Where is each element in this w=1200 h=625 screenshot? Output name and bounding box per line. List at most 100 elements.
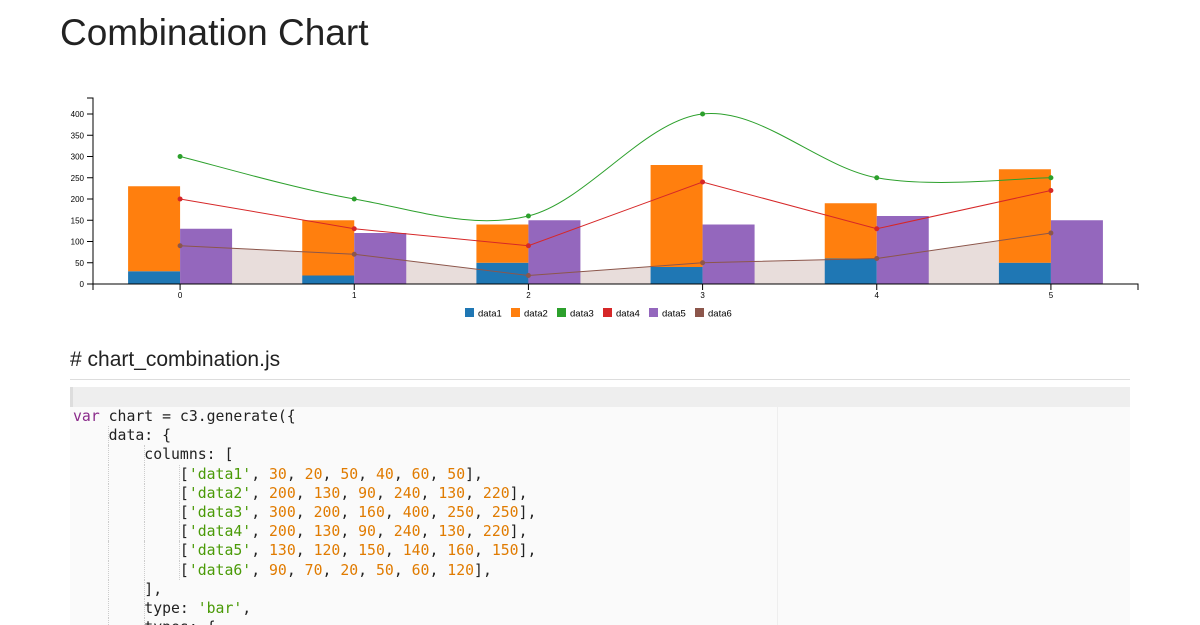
code-token-plain: [	[179, 465, 189, 483]
y-tick-label-150: 150	[71, 216, 85, 225]
legend-swatch-data4	[603, 308, 612, 317]
code-token-plain: ,	[474, 503, 492, 521]
code-token-num: 20	[340, 561, 359, 579]
legend-label-data3: data3	[570, 309, 594, 320]
bar-data2-1	[302, 220, 355, 276]
indent-guide	[143, 502, 145, 523]
code-token-plain: [	[179, 542, 189, 560]
data3-spline	[179, 113, 1051, 222]
data4-point-2	[525, 243, 531, 249]
code-token-num: 200	[313, 503, 341, 521]
code-token-str: 'data6'	[188, 561, 252, 579]
data4-line	[179, 181, 1052, 247]
y-tick-label-300: 300	[71, 153, 85, 162]
x-tick-label-1: 1	[352, 291, 357, 300]
code-token-plain: ,	[375, 484, 394, 502]
code-token-plain: ,	[474, 542, 492, 560]
indent-guide	[179, 522, 181, 542]
data6-area-line	[180, 232, 1051, 277]
code-line: types: {	[73, 618, 536, 625]
code-token-num: 130	[269, 542, 296, 560]
code-token-num: 20	[304, 465, 323, 483]
x-axis-line	[92, 283, 1139, 290]
code-token-num: 220	[482, 484, 510, 502]
code-token-num: 130	[438, 484, 466, 502]
code-token-plain: columns: [	[144, 446, 234, 464]
code-token-plain: ,	[358, 561, 376, 579]
source-file-heading: # chart_combination.js	[70, 348, 281, 371]
code-indent	[73, 542, 180, 559]
code-token-str: 'data2'	[188, 484, 252, 502]
bar-data5-3	[702, 224, 755, 284]
legend-label-data6: data6	[708, 309, 732, 320]
data6-point-1	[351, 251, 357, 257]
code-token-plain: [	[179, 503, 189, 521]
code-token-num: 60	[411, 465, 430, 483]
code-token-num: 50	[375, 561, 394, 579]
bar-data5-1	[354, 233, 407, 284]
code-indent	[73, 427, 109, 444]
code-line: data: {	[73, 426, 536, 446]
code-line: ['data3', 300, 200, 160, 400, 250, 250],	[73, 502, 537, 523]
code-token-plain: ,	[393, 465, 412, 483]
code-token-num: 160	[447, 542, 474, 560]
code-token-plain: ,	[429, 465, 448, 483]
code-token-plain: ],	[509, 484, 528, 502]
bar-data5-5	[1050, 220, 1103, 284]
bar-data1-2	[476, 262, 529, 284]
data6-point-2	[525, 273, 531, 278]
code-editor-body[interactable]: var chart = c3.generate({ data: { column…	[70, 407, 1130, 625]
indent-guide	[179, 541, 181, 561]
code-token-num: 200	[269, 484, 296, 502]
code-line: type: 'bar',	[73, 598, 536, 619]
legend-label-data2: data2	[524, 309, 548, 320]
code-token-plain: ,	[384, 542, 403, 560]
indent-guide	[108, 598, 109, 619]
indent-guide	[108, 502, 109, 523]
code-token-plain: data: {	[108, 427, 171, 445]
code-token-plain: [	[179, 484, 189, 502]
code-token-plain: ,	[429, 542, 448, 560]
data4-point-5	[1048, 188, 1054, 193]
code-token-num: 130	[438, 523, 466, 541]
code-indent	[73, 523, 180, 540]
code-token-plain: ,	[375, 523, 394, 541]
code-token-plain: ,	[429, 503, 448, 521]
code-token-num: 30	[269, 465, 287, 483]
section-divider	[70, 379, 1130, 380]
code-editor-toolbar	[70, 387, 1130, 407]
combination-chart: 0 50 100 150 200 250 300 350 400 0 1 2 3 4 5 data1 data2…	[71, 97, 1139, 320]
code-line: ],	[73, 579, 536, 599]
data3-point-3	[700, 111, 706, 117]
data3-point-4	[874, 175, 880, 181]
code-token-str: 'data3'	[188, 503, 252, 521]
code-token-plain: types: {	[144, 619, 215, 625]
code-indent	[73, 504, 180, 521]
x-tick-label-5: 5	[1049, 291, 1054, 300]
data3-point-2	[525, 213, 531, 219]
bar-data1-4	[824, 258, 877, 284]
bar-data1-0	[128, 271, 181, 284]
indent-guide	[143, 598, 145, 619]
y-tick-label-350: 350	[71, 131, 85, 140]
code-token-plain: [	[179, 561, 189, 579]
code-token-num: 300	[269, 503, 296, 521]
code-token-num: 130	[313, 484, 341, 502]
y-axis-line	[87, 97, 94, 285]
page-title: Combination Chart	[60, 12, 369, 53]
code-token-plain: ,	[251, 542, 270, 560]
code-token-str: 'data1'	[188, 465, 252, 483]
x-tick-label-0: 0	[178, 291, 183, 300]
code-editor[interactable]: var chart = c3.generate({ data: { column…	[70, 387, 1130, 625]
code-token-num: 250	[491, 503, 519, 521]
code-token-plain: ,	[384, 503, 403, 521]
y-tick-label-100: 100	[71, 238, 85, 247]
code-line: var chart = c3.generate({	[73, 407, 536, 426]
code-token-plain: ,	[295, 503, 314, 521]
bar-data2-4	[824, 203, 877, 259]
code-token-plain: ,	[465, 484, 483, 502]
code-lines: var chart = c3.generate({ data: { column…	[73, 407, 536, 625]
code-token-plain: ,	[251, 484, 270, 502]
code-token-plain: ],	[465, 465, 483, 483]
code-token-plain: ],	[518, 503, 537, 521]
